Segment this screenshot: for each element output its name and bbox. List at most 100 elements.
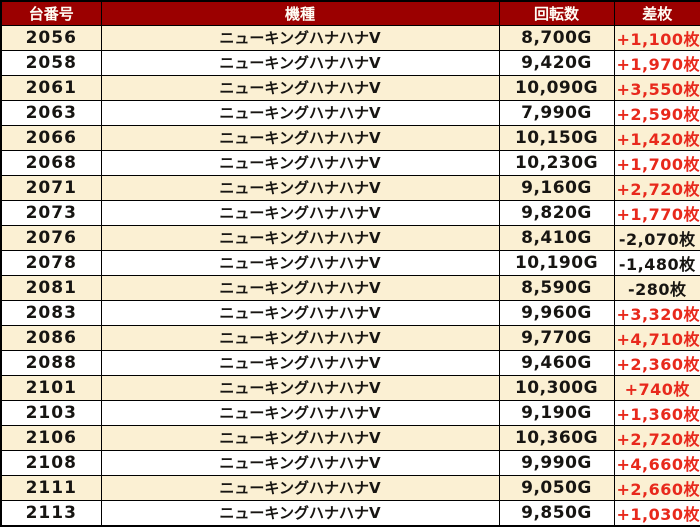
table-row: 2078 ニューキングハナハナV 10,190G -1,480枚: [0, 249, 700, 276]
model-cell: ニューキングハナハナV: [100, 99, 500, 126]
table-header-row: 台番号 機種 回転数 差枚: [0, 0, 700, 26]
model-cell: ニューキングハナハナV: [100, 399, 500, 426]
model-cell: ニューキングハナハナV: [100, 274, 500, 301]
spins-cell: 9,960G: [498, 299, 615, 326]
spins-cell: 8,590G: [498, 274, 615, 301]
table-row: 2068 ニューキングハナハナV 10,230G +1,700枚: [0, 149, 700, 176]
spins-cell: 9,460G: [498, 349, 615, 376]
model-cell: ニューキングハナハナV: [100, 349, 500, 376]
model-cell: ニューキングハナハナV: [100, 124, 500, 151]
table-row: 2071 ニューキングハナハナV 9,160G +2,720枚: [0, 174, 700, 201]
machine-no-cell: 2108: [0, 449, 102, 476]
table-row: 2073 ニューキングハナハナV 9,820G +1,770枚: [0, 199, 700, 226]
model-cell: ニューキングハナハナV: [100, 149, 500, 176]
machine-no-cell: 2061: [0, 74, 102, 101]
diff-cell: +2,590枚: [613, 99, 700, 126]
machine-no-cell: 2076: [0, 224, 102, 251]
diff-cell: +2,660枚: [613, 474, 700, 501]
column-header-diff: 差枚: [613, 0, 700, 26]
diff-cell: -280枚: [613, 274, 700, 301]
diff-cell: +1,420枚: [613, 124, 700, 151]
spins-cell: 9,160G: [498, 174, 615, 201]
table-row: 2106 ニューキングハナハナV 10,360G +2,720枚: [0, 424, 700, 451]
spins-cell: 9,420G: [498, 49, 615, 76]
machine-no-cell: 2058: [0, 49, 102, 76]
machine-no-cell: 2103: [0, 399, 102, 426]
machine-no-cell: 2088: [0, 349, 102, 376]
machine-no-cell: 2081: [0, 274, 102, 301]
table-row: 2076 ニューキングハナハナV 8,410G -2,070枚: [0, 224, 700, 251]
model-cell: ニューキングハナハナV: [100, 499, 500, 526]
model-cell: ニューキングハナハナV: [100, 24, 500, 51]
diff-cell: +2,720枚: [613, 174, 700, 201]
diff-cell: +1,100枚: [613, 24, 700, 51]
machine-no-cell: 2066: [0, 124, 102, 151]
machine-no-cell: 2068: [0, 149, 102, 176]
machine-no-cell: 2083: [0, 299, 102, 326]
table-row: 2058 ニューキングハナハナV 9,420G +1,970枚: [0, 49, 700, 76]
diff-cell: +3,550枚: [613, 74, 700, 101]
table-row: 2063 ニューキングハナハナV 7,990G +2,590枚: [0, 99, 700, 126]
model-cell: ニューキングハナハナV: [100, 249, 500, 276]
spins-cell: 9,990G: [498, 449, 615, 476]
spins-cell: 8,700G: [498, 24, 615, 51]
table-row: 2111 ニューキングハナハナV 9,050G +2,660枚: [0, 474, 700, 501]
diff-cell: -1,480枚: [613, 249, 700, 276]
machine-no-cell: 2056: [0, 24, 102, 51]
machine-no-cell: 2078: [0, 249, 102, 276]
diff-cell: +1,700枚: [613, 149, 700, 176]
model-cell: ニューキングハナハナV: [100, 174, 500, 201]
model-cell: ニューキングハナハナV: [100, 74, 500, 101]
table-row: 2108 ニューキングハナハナV 9,990G +4,660枚: [0, 449, 700, 476]
machine-no-cell: 2086: [0, 324, 102, 351]
model-cell: ニューキングハナハナV: [100, 374, 500, 401]
diff-cell: +4,710枚: [613, 324, 700, 351]
model-cell: ニューキングハナハナV: [100, 424, 500, 451]
spins-cell: 10,190G: [498, 249, 615, 276]
spins-cell: 9,770G: [498, 324, 615, 351]
machine-no-cell: 2106: [0, 424, 102, 451]
diff-cell: +740枚: [613, 374, 700, 401]
diff-cell: +3,320枚: [613, 299, 700, 326]
diff-cell: +1,970枚: [613, 49, 700, 76]
column-header-spins: 回転数: [498, 0, 615, 26]
diff-cell: -2,070枚: [613, 224, 700, 251]
spins-cell: 10,360G: [498, 424, 615, 451]
spins-cell: 7,990G: [498, 99, 615, 126]
machine-no-cell: 2101: [0, 374, 102, 401]
diff-cell: +2,720枚: [613, 424, 700, 451]
model-cell: ニューキングハナハナV: [100, 474, 500, 501]
table-row: 2066 ニューキングハナハナV 10,150G +1,420枚: [0, 124, 700, 151]
model-cell: ニューキングハナハナV: [100, 199, 500, 226]
column-header-model: 機種: [100, 0, 500, 26]
model-cell: ニューキングハナハナV: [100, 299, 500, 326]
spins-cell: 9,050G: [498, 474, 615, 501]
table-row: 2101 ニューキングハナハナV 10,300G +740枚: [0, 374, 700, 401]
diff-cell: +1,770枚: [613, 199, 700, 226]
table-row: 2088 ニューキングハナハナV 9,460G +2,360枚: [0, 349, 700, 376]
spins-cell: 8,410G: [498, 224, 615, 251]
table-row: 2103 ニューキングハナハナV 9,190G +1,360枚: [0, 399, 700, 426]
table-row: 2061 ニューキングハナハナV 10,090G +3,550枚: [0, 74, 700, 101]
spins-cell: 10,090G: [498, 74, 615, 101]
spins-cell: 9,190G: [498, 399, 615, 426]
spins-cell: 9,850G: [498, 499, 615, 526]
diff-cell: +2,360枚: [613, 349, 700, 376]
table-row: 2056 ニューキングハナハナV 8,700G +1,100枚: [0, 24, 700, 51]
diff-cell: +1,360枚: [613, 399, 700, 426]
diff-cell: +1,030枚: [613, 499, 700, 526]
machine-no-cell: 2063: [0, 99, 102, 126]
machine-no-cell: 2113: [0, 499, 102, 526]
table-body: 2056 ニューキングハナハナV 8,700G +1,100枚 2058 ニュー…: [0, 24, 700, 526]
spins-cell: 10,230G: [498, 149, 615, 176]
spins-cell: 10,300G: [498, 374, 615, 401]
machine-no-cell: 2071: [0, 174, 102, 201]
machine-no-cell: 2073: [0, 199, 102, 226]
diff-cell: +4,660枚: [613, 449, 700, 476]
table-row: 2086 ニューキングハナハナV 9,770G +4,710枚: [0, 324, 700, 351]
spins-cell: 10,150G: [498, 124, 615, 151]
table-row: 2113 ニューキングハナハナV 9,850G +1,030枚: [0, 499, 700, 526]
model-cell: ニューキングハナハナV: [100, 449, 500, 476]
table-row: 2081 ニューキングハナハナV 8,590G -280枚: [0, 274, 700, 301]
